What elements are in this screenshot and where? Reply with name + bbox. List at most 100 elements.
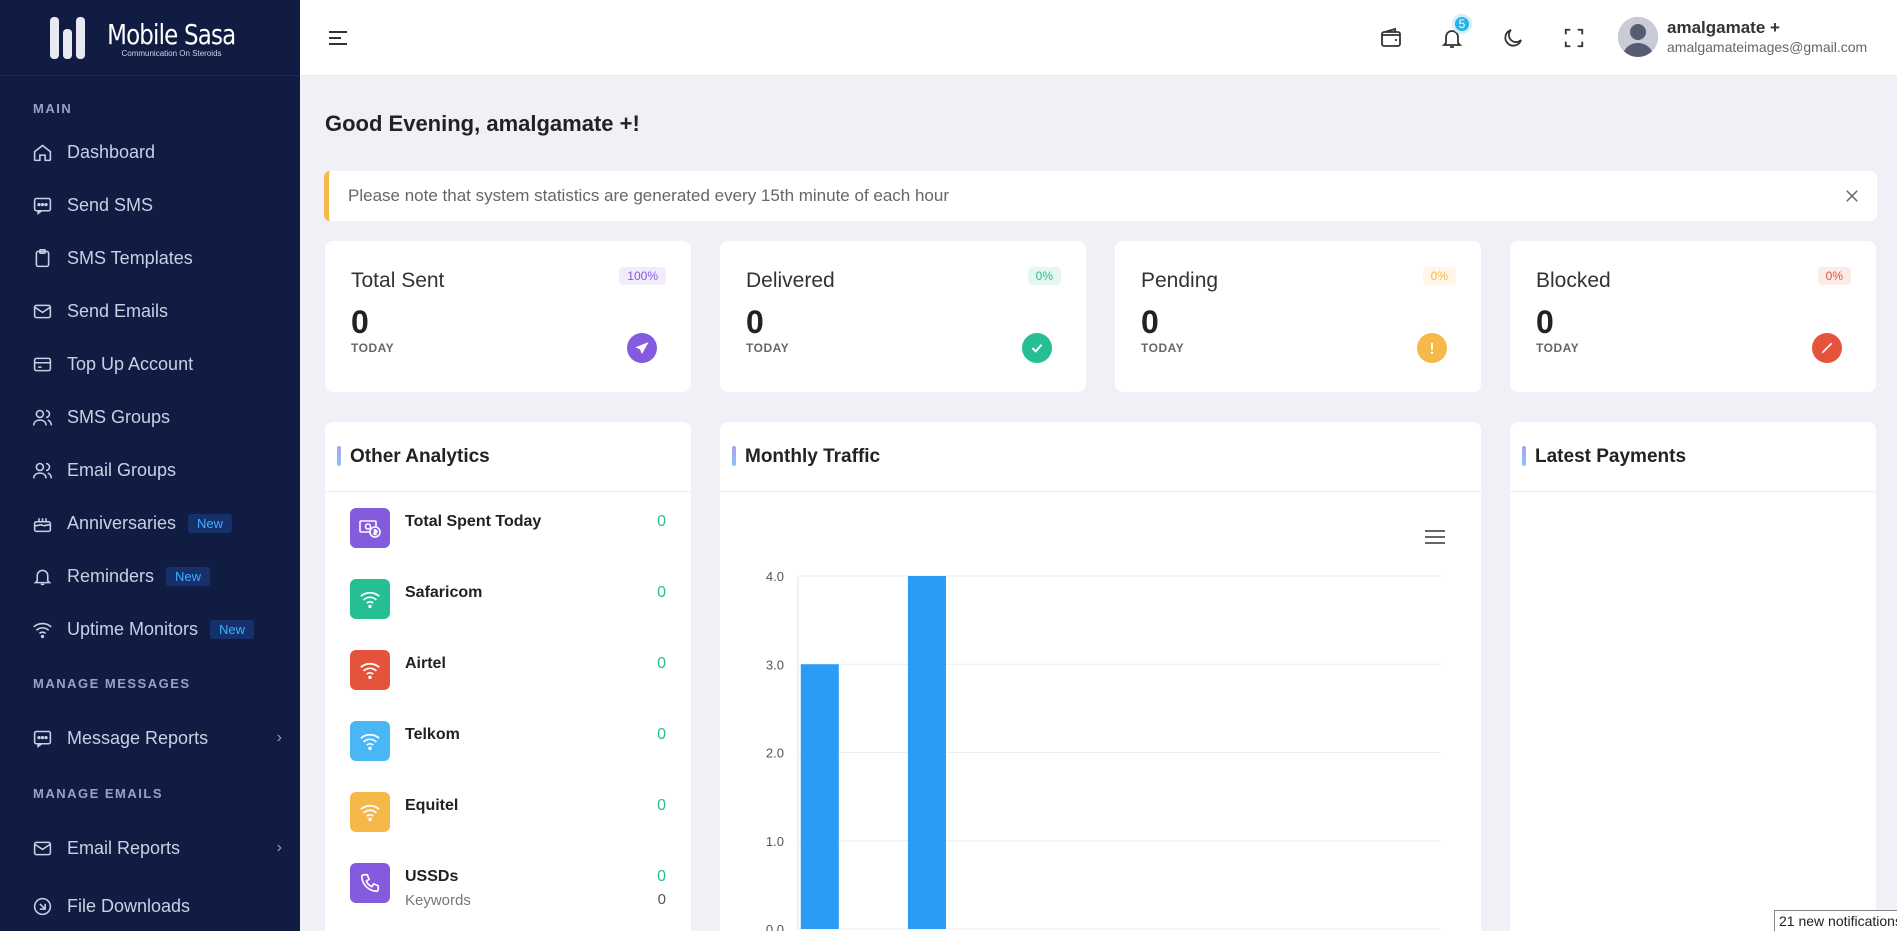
- fullscreen-button[interactable]: [1560, 24, 1588, 52]
- sidebar-item-file-downloads[interactable]: File Downloads: [0, 880, 300, 931]
- stat-period: TODAY: [1536, 341, 1580, 355]
- stat-label: Pending: [1141, 269, 1219, 292]
- sidebar-item-label: Send Emails: [67, 301, 169, 321]
- wallet-icon: [1381, 27, 1401, 47]
- sidebar-item-reminders[interactable]: Reminders New: [0, 550, 300, 603]
- sidebar-item-email-groups[interactable]: Email Groups: [0, 444, 300, 497]
- greeting-title: Good Evening, amalgamate +!: [325, 111, 640, 136]
- logo-mark-icon: [50, 16, 86, 59]
- stat-value: 0: [351, 304, 369, 340]
- analytics-label: Airtel: [405, 655, 446, 672]
- notification-toast[interactable]: 21 new notifications: [1774, 910, 1897, 931]
- wifi-icon: [350, 579, 390, 619]
- menu-toggle-icon[interactable]: [326, 26, 350, 50]
- moon-icon: [1504, 29, 1522, 47]
- notification-count-badge: 5: [1452, 14, 1472, 34]
- analytics-row-total-spent: Total Spent Today 0: [350, 508, 666, 550]
- download-icon: [33, 897, 52, 916]
- wallet-button[interactable]: [1377, 24, 1405, 52]
- clipboard-icon: [35, 248, 50, 268]
- sidebar-item-sms-templates[interactable]: SMS Templates: [0, 232, 300, 285]
- analytics-row-ussds: USSDs 0 Keywords 0: [350, 863, 666, 913]
- mail-icon: [33, 304, 52, 319]
- panel-title: Other Analytics: [325, 422, 691, 492]
- wifi-icon: [350, 792, 390, 832]
- y-tick-label: 1.0: [766, 834, 784, 849]
- phone-icon: [350, 863, 390, 903]
- analytics-value: 0: [657, 797, 666, 814]
- stat-card-total-sent: Total Sent 0 TODAY 100%: [325, 241, 691, 392]
- close-icon[interactable]: [1843, 187, 1861, 205]
- message-icon: [33, 730, 52, 748]
- dark-mode-toggle[interactable]: [1499, 24, 1527, 52]
- stat-card-delivered: Delivered 0 TODAY 0%: [720, 241, 1086, 392]
- block-icon: [1812, 333, 1842, 363]
- analytics-row-safaricom: Safaricom 0: [350, 579, 666, 621]
- analytics-row-telkom: Telkom 0: [350, 721, 666, 763]
- home-icon: [33, 144, 52, 162]
- bar-jan[interactable]: [800, 664, 839, 929]
- sidebar-item-top-up-account[interactable]: Top Up Account: [0, 338, 300, 391]
- analytics-sub-value: 0: [657, 891, 666, 908]
- send-icon: [627, 333, 657, 363]
- analytics-value: 0: [657, 655, 666, 672]
- section-manage-emails: MANAGE EMAILS: [33, 785, 163, 801]
- analytics-label: Equitel: [405, 797, 459, 814]
- stat-value: 0: [1536, 304, 1554, 340]
- new-badge: New: [188, 514, 233, 533]
- analytics-label: Telkom: [405, 726, 460, 743]
- sidebar-item-sms-groups[interactable]: SMS Groups: [0, 391, 300, 444]
- analytics-label: Total Spent Today: [405, 513, 542, 530]
- cake-icon: [33, 518, 52, 533]
- chart-menu-icon[interactable]: [1425, 530, 1445, 544]
- sidebar-item-label: Uptime Monitors: [67, 619, 199, 639]
- sidebar-item-label: Reminders: [67, 566, 155, 586]
- sidebar-item-anniversaries[interactable]: Anniversaries New: [0, 497, 300, 550]
- analytics-value: 0: [657, 726, 666, 743]
- sidebar-item-label: Anniversaries: [67, 513, 177, 533]
- stat-percent-badge: 100%: [619, 267, 666, 285]
- section-main: MAIN: [33, 100, 73, 116]
- stat-period: TODAY: [1141, 341, 1185, 355]
- sidebar-item-label: Message Reports: [67, 727, 209, 748]
- sidebar-item-send-emails[interactable]: Send Emails: [0, 285, 300, 338]
- panel-title: Latest Payments: [1510, 422, 1876, 492]
- stat-percent-badge: 0%: [1027, 267, 1061, 285]
- stat-label: Total Sent: [351, 269, 445, 292]
- y-tick-label: 4.0: [766, 569, 784, 584]
- stat-card-blocked: Blocked 0 TODAY 0%: [1510, 241, 1876, 392]
- brand-name: Mobile Sasa: [107, 17, 236, 51]
- analytics-sub-label: Keywords: [405, 892, 471, 909]
- analytics-value: 0: [657, 584, 666, 601]
- sidebar-item-label: SMS Templates: [67, 248, 193, 268]
- analytics-value: 0: [657, 868, 666, 885]
- bar-mar[interactable]: [907, 576, 946, 929]
- wifi-icon: [33, 622, 52, 639]
- bell-icon: [33, 569, 52, 586]
- stat-value: 0: [1141, 304, 1159, 340]
- other-analytics-panel: Other Analytics Total Spent Today 0 Safa…: [325, 422, 691, 931]
- analytics-row-airtel: Airtel 0: [350, 650, 666, 692]
- money-icon: [350, 508, 390, 548]
- panel-title: Monthly Traffic: [720, 422, 1481, 492]
- monthly-traffic-chart: 0.01.02.03.04.0JANFEBMARAPRMAYJUNJULAUGS…: [766, 530, 1445, 931]
- top-header: 5 amalgamate + amalgamateimages@gmail.co…: [300, 0, 1897, 76]
- avatar[interactable]: [1618, 17, 1658, 57]
- sidebar-item-label: Email Groups: [67, 460, 177, 480]
- user-name[interactable]: amalgamate +: [1667, 18, 1780, 37]
- brand-logo[interactable]: Mobile Sasa Communication On Steroids: [0, 0, 300, 76]
- y-tick-label: 0.0: [766, 922, 784, 931]
- sidebar-item-uptime-monitors[interactable]: Uptime Monitors New: [0, 603, 300, 656]
- mail-icon: [33, 841, 52, 855]
- sidebar: Mobile Sasa Communication On Steroids MA…: [0, 0, 300, 931]
- section-manage-messages: MANAGE MESSAGES: [33, 675, 191, 691]
- sidebar-item-message-reports[interactable]: Message Reports ›: [0, 706, 300, 770]
- analytics-label: Safaricom: [405, 584, 483, 601]
- notifications-button[interactable]: 5: [1438, 14, 1472, 52]
- sidebar-item-dashboard[interactable]: Dashboard: [0, 126, 300, 179]
- user-avatar-icon: [1618, 17, 1658, 57]
- sidebar-item-label: Top Up Account: [67, 354, 194, 374]
- sidebar-item-email-reports[interactable]: Email Reports ›: [0, 816, 300, 880]
- sidebar-item-send-sms[interactable]: Send SMS: [0, 179, 300, 232]
- exclamation-icon: [1417, 333, 1447, 363]
